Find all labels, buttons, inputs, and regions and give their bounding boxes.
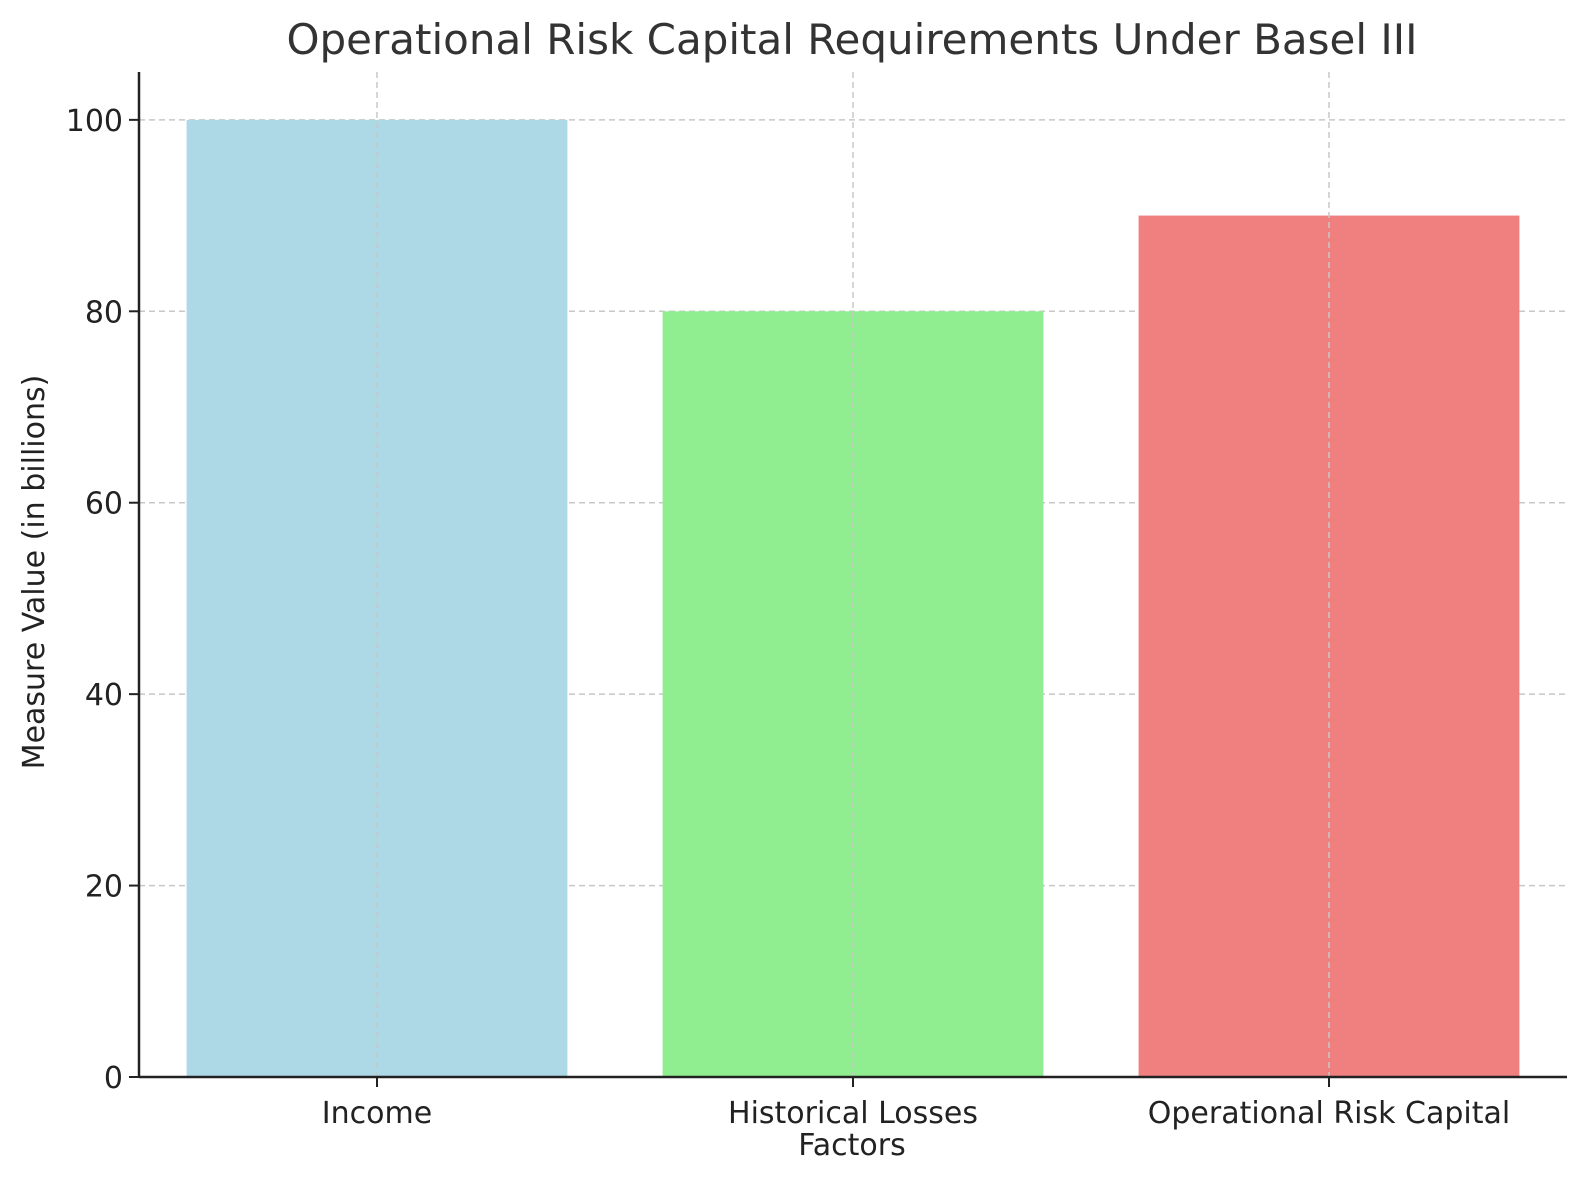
x-axis-label: Factors <box>798 1128 905 1163</box>
x-tick-label: Operational Risk Capital <box>1148 1096 1510 1131</box>
y-tick-label: 60 <box>85 487 123 522</box>
y-tick-label: 80 <box>85 295 123 330</box>
y-ticks: 0 20 40 60 80 100 <box>66 104 139 1096</box>
y-tick-label: 40 <box>85 678 123 713</box>
x-ticks: Income Historical Losses Operational Risk … <box>322 1077 1510 1131</box>
y-tick-label: 0 <box>104 1061 123 1096</box>
y-tick-label: 20 <box>85 870 123 905</box>
x-tick-label: Historical Losses <box>728 1096 978 1131</box>
y-tick-label: 100 <box>66 104 123 139</box>
chart-title: Operational Risk Capital Requirements Un… <box>286 15 1417 64</box>
y-axis-label: Measure Value (in billions) <box>17 375 52 770</box>
x-tick-label: Income <box>322 1096 432 1131</box>
